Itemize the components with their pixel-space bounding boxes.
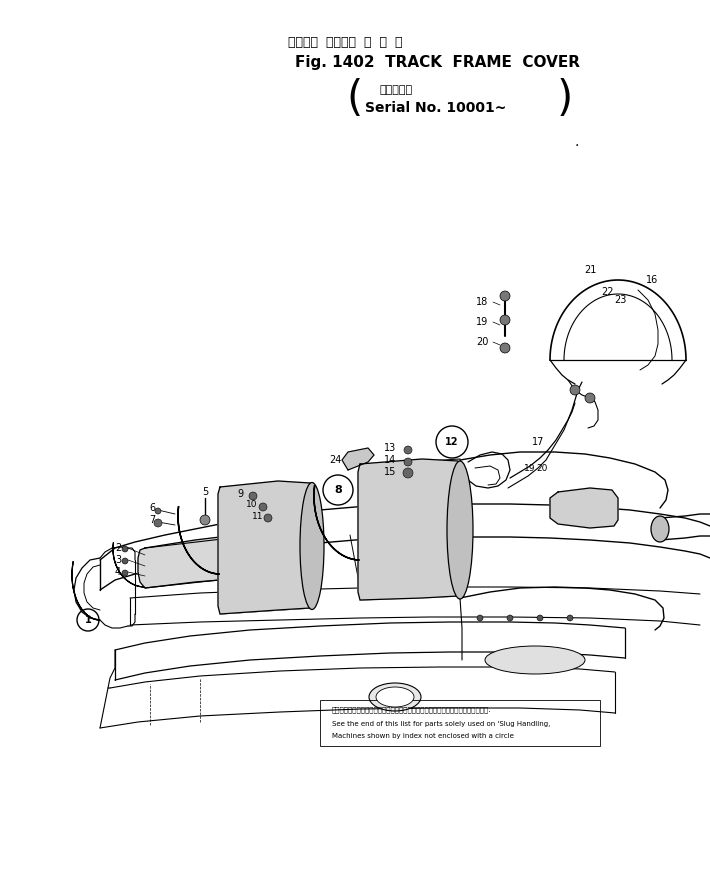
Circle shape: [122, 570, 128, 576]
Text: 14: 14: [384, 455, 396, 465]
Text: 20: 20: [536, 463, 547, 472]
Polygon shape: [550, 488, 618, 528]
Circle shape: [155, 508, 161, 514]
Text: .: .: [575, 135, 579, 149]
Circle shape: [154, 519, 162, 527]
Text: (: (: [347, 78, 363, 120]
Text: 16: 16: [646, 275, 658, 285]
Text: 3: 3: [115, 555, 121, 565]
Text: Serial No. 10001~: Serial No. 10001~: [365, 101, 506, 115]
Circle shape: [259, 503, 267, 511]
Text: 19: 19: [476, 317, 488, 327]
Circle shape: [404, 446, 412, 454]
Ellipse shape: [300, 483, 324, 610]
Text: 10: 10: [246, 499, 258, 509]
Circle shape: [403, 468, 413, 478]
Text: 5: 5: [202, 487, 208, 497]
Circle shape: [122, 558, 128, 564]
Text: 21: 21: [584, 265, 596, 275]
Text: 23: 23: [614, 295, 626, 305]
Text: 12: 12: [445, 437, 459, 447]
Text: Machines shown by index not enclosed with a circle: Machines shown by index not enclosed wit…: [332, 733, 514, 739]
Ellipse shape: [485, 646, 585, 674]
Text: 2: 2: [115, 543, 121, 553]
Text: 8: 8: [334, 485, 342, 495]
Text: ): ): [557, 78, 573, 120]
Circle shape: [537, 615, 543, 621]
Text: 4: 4: [115, 567, 121, 577]
Text: 9: 9: [237, 489, 243, 499]
Text: 7: 7: [149, 515, 155, 525]
Text: See the end of this list for parts solely used on 'Slug Handling,: See the end of this list for parts solel…: [332, 721, 550, 727]
Text: 20: 20: [476, 337, 488, 347]
Text: 6: 6: [149, 503, 155, 513]
Text: トラック  フレーム  カ  バ  ー: トラック フレーム カ バ ー: [288, 36, 403, 49]
Ellipse shape: [651, 516, 669, 542]
Polygon shape: [218, 481, 312, 614]
Ellipse shape: [376, 687, 414, 707]
Text: 15: 15: [384, 467, 396, 477]
Circle shape: [570, 385, 580, 395]
Text: 22: 22: [602, 287, 614, 297]
Circle shape: [500, 343, 510, 353]
Circle shape: [200, 515, 210, 525]
Text: 1: 1: [84, 615, 92, 625]
Circle shape: [477, 615, 483, 621]
Circle shape: [585, 393, 595, 403]
Circle shape: [122, 546, 128, 552]
Circle shape: [323, 475, 353, 505]
Circle shape: [500, 315, 510, 325]
Circle shape: [249, 492, 257, 500]
Text: 17: 17: [532, 437, 544, 447]
Circle shape: [436, 426, 468, 458]
Text: 24: 24: [329, 455, 342, 465]
Circle shape: [507, 615, 513, 621]
Text: （適用号機: （適用号機: [380, 85, 413, 95]
Text: 13: 13: [384, 443, 396, 453]
Polygon shape: [138, 534, 265, 588]
Text: 19: 19: [524, 463, 536, 472]
Text: このリストはスラグハンドリング仕様の機械にのみ使用する部品を负っております.: このリストはスラグハンドリング仕様の機械にのみ使用する部品を负っております.: [332, 706, 491, 713]
Polygon shape: [358, 459, 460, 600]
Text: 11: 11: [252, 511, 263, 521]
Circle shape: [500, 291, 510, 301]
Polygon shape: [342, 448, 374, 470]
Text: 18: 18: [476, 297, 488, 307]
Circle shape: [567, 615, 573, 621]
Circle shape: [404, 458, 412, 466]
Ellipse shape: [369, 683, 421, 711]
Text: Fig. 1402  TRACK  FRAME  COVER: Fig. 1402 TRACK FRAME COVER: [295, 55, 580, 70]
Ellipse shape: [447, 461, 473, 599]
Circle shape: [264, 514, 272, 522]
